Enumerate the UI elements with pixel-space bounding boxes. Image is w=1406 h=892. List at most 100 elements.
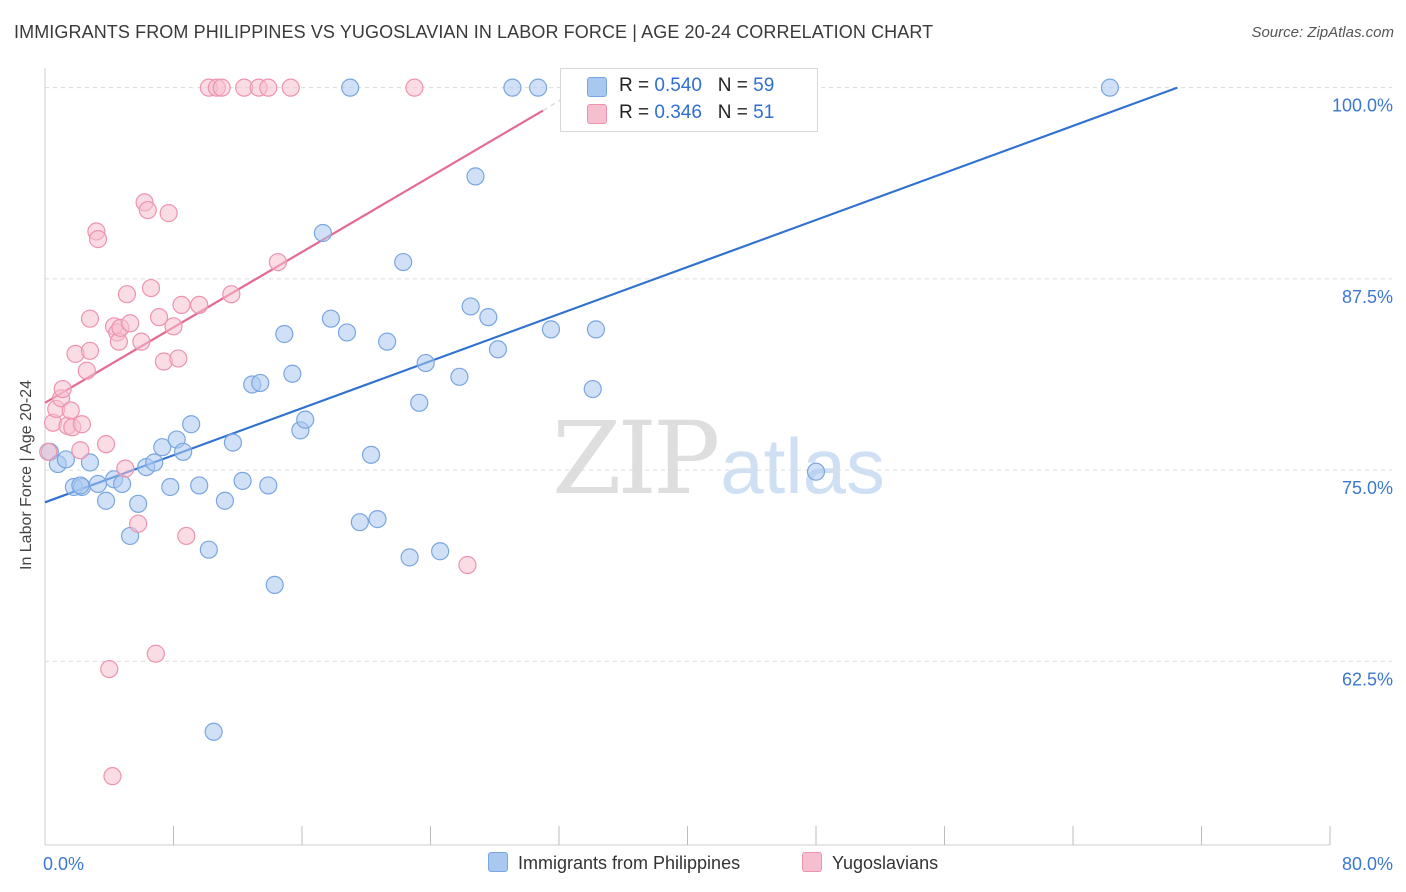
y-tick-label: 62.5% <box>1342 669 1393 689</box>
point-philippines <box>350 513 369 532</box>
point-philippines <box>56 450 75 469</box>
point-philippines <box>461 297 480 316</box>
point-philippines <box>479 308 498 327</box>
point-yugoslavians <box>405 78 424 97</box>
legend-label-philippines: Immigrants from Philippines <box>518 853 741 873</box>
tick-labels: 100.0% 87.5% 75.0% 62.5% 0.0% 80.0% <box>43 96 1393 874</box>
point-yugoslavians <box>222 285 241 304</box>
point-philippines <box>1100 78 1120 97</box>
point-philippines <box>583 379 602 399</box>
point-yugoslavians <box>259 78 278 97</box>
watermark: ZIPatlas <box>552 400 885 517</box>
point-philippines <box>529 78 548 97</box>
chart-title: IMMIGRANTS FROM PHILIPPINES VS YUGOSLAVI… <box>14 22 934 42</box>
point-yugoslavians <box>169 349 188 368</box>
point-yugoslavians <box>53 379 72 399</box>
point-philippines <box>80 453 100 472</box>
point-yugoslavians <box>268 252 288 272</box>
point-philippines <box>488 340 508 359</box>
x-tick-label: 80.0% <box>1342 854 1393 874</box>
gridlines <box>45 87 1392 662</box>
point-philippines <box>174 442 193 461</box>
point-philippines <box>361 445 381 464</box>
point-philippines <box>275 324 294 344</box>
point-philippines <box>341 78 360 97</box>
point-philippines <box>368 510 387 529</box>
legend-n-value: 51 <box>753 102 775 123</box>
point-yugoslavians <box>61 401 80 420</box>
point-philippines <box>88 474 108 494</box>
point-philippines <box>129 494 148 513</box>
y-tick-label: 87.5% <box>1342 287 1393 307</box>
point-yugoslavians <box>281 78 300 97</box>
point-yugoslavians <box>80 341 100 360</box>
legend-r-label: R = <box>619 102 655 123</box>
legend-n-value: 59 <box>753 75 775 96</box>
point-yugoslavians <box>72 415 92 434</box>
y-tick-label: 75.0% <box>1342 478 1393 498</box>
point-philippines <box>541 320 561 339</box>
point-yugoslavians <box>172 295 191 315</box>
point-philippines <box>337 323 357 342</box>
point-philippines <box>806 462 826 481</box>
correlation-legend: R = 0.540 N = 59 R = 0.346 N = 51 <box>560 68 818 132</box>
point-yugoslavians <box>103 767 122 786</box>
point-philippines <box>215 491 234 510</box>
point-philippines <box>153 438 172 457</box>
point-philippines <box>450 367 469 386</box>
legend-r-label: R = <box>619 75 655 96</box>
point-philippines <box>233 471 252 490</box>
watermark-atlas: atlas <box>720 422 886 510</box>
point-philippines <box>400 548 419 567</box>
point-philippines <box>416 353 435 373</box>
legend-swatch-philippines <box>488 852 508 872</box>
point-yugoslavians <box>129 514 148 533</box>
legend-n-label: N = <box>717 102 754 123</box>
y-tick-label: 100.0% <box>1332 96 1393 116</box>
point-yugoslavians <box>177 526 196 546</box>
trend-line-yugoslavians <box>44 109 544 404</box>
legend-r-value: 0.346 <box>654 102 702 123</box>
data-points <box>39 78 1120 786</box>
point-yugoslavians <box>71 441 90 460</box>
point-philippines <box>251 373 270 393</box>
legend-item-yugoslavians: Yugoslavians <box>802 852 938 874</box>
point-yugoslavians <box>100 659 119 679</box>
point-yugoslavians <box>116 459 135 478</box>
point-yugoslavians <box>80 309 100 328</box>
point-philippines <box>190 476 209 495</box>
point-philippines <box>296 410 315 429</box>
point-yugoslavians <box>132 332 151 351</box>
axes <box>44 68 1331 846</box>
point-philippines <box>259 476 278 495</box>
legend-n-label: N = <box>717 75 754 96</box>
point-philippines <box>71 476 90 495</box>
legend-swatch-yugoslavians <box>587 104 607 124</box>
point-yugoslavians <box>121 314 140 333</box>
point-philippines <box>321 309 341 328</box>
point-yugoslavians <box>138 200 157 220</box>
point-yugoslavians <box>141 278 161 298</box>
point-philippines <box>410 393 429 412</box>
point-philippines <box>431 542 450 561</box>
legend-r-value: 0.540 <box>654 75 702 96</box>
watermark-zip: ZIP <box>552 400 720 517</box>
point-philippines <box>265 575 284 595</box>
point-yugoslavians <box>39 442 58 461</box>
point-yugoslavians <box>146 644 165 663</box>
point-yugoslavians <box>212 78 231 97</box>
point-yugoslavians <box>88 230 108 249</box>
x-tick-label: 0.0% <box>43 854 84 874</box>
point-philippines <box>204 722 223 741</box>
point-philippines <box>466 167 485 186</box>
point-yugoslavians <box>458 555 477 575</box>
point-philippines <box>394 252 413 272</box>
trend-lines <box>44 86 1178 504</box>
trend-line-philippines <box>44 86 1178 504</box>
point-yugoslavians <box>159 204 178 223</box>
legend-label-yugoslavians: Yugoslavians <box>832 853 939 873</box>
point-philippines <box>199 540 218 559</box>
point-yugoslavians <box>96 435 116 454</box>
point-philippines <box>283 364 302 383</box>
